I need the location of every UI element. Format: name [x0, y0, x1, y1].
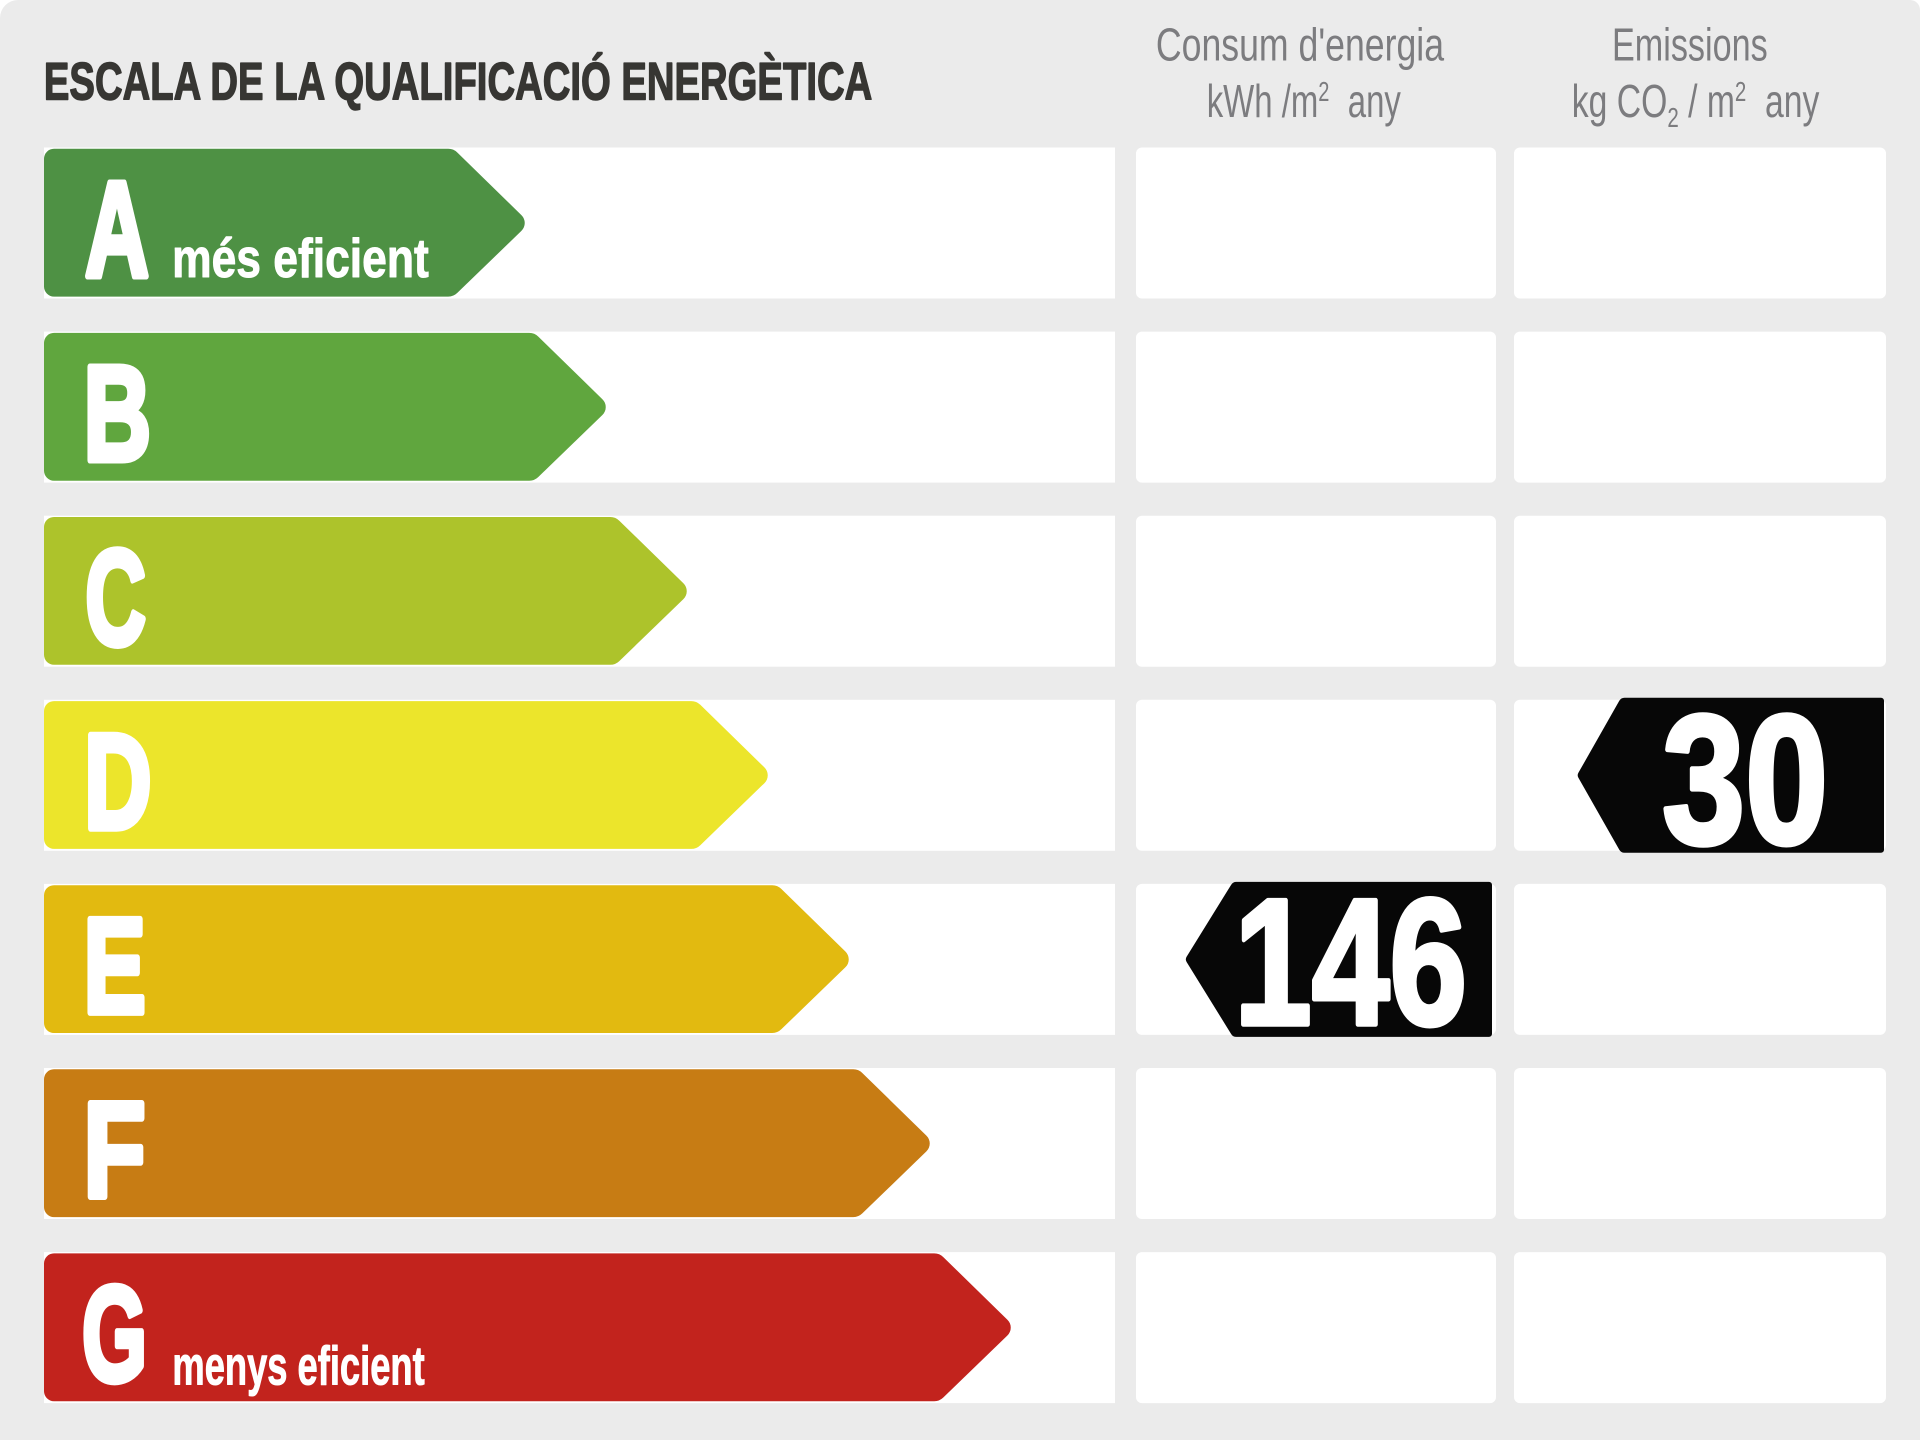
svg-text:E: E — [84, 890, 146, 1041]
svg-text:B: B — [84, 338, 152, 489]
svg-text:F: F — [83, 1075, 145, 1226]
svg-text:D: D — [84, 706, 152, 857]
svg-text:més eficient: més eficient — [172, 228, 429, 290]
svg-text:kg CO2 / m2 any: kg CO2 / m2 any — [1572, 75, 1820, 134]
svg-text:G: G — [82, 1258, 147, 1410]
svg-text:Emissions: Emissions — [1612, 18, 1768, 70]
svg-text:kWh /m2 any: kWh /m2 any — [1207, 77, 1401, 128]
svg-text:30: 30 — [1662, 676, 1828, 882]
svg-text:ESCALA DE LA QUALIFICACIÓ ENER: ESCALA DE LA QUALIFICACIÓ ENERGÈTICA — [44, 51, 872, 111]
svg-text:Consum d'energia: Consum d'energia — [1156, 19, 1444, 70]
svg-text:C: C — [85, 522, 146, 673]
svg-text:146: 146 — [1234, 862, 1467, 1063]
svg-text:A: A — [85, 154, 149, 306]
svg-text:menys eficient: menys eficient — [172, 1335, 424, 1396]
